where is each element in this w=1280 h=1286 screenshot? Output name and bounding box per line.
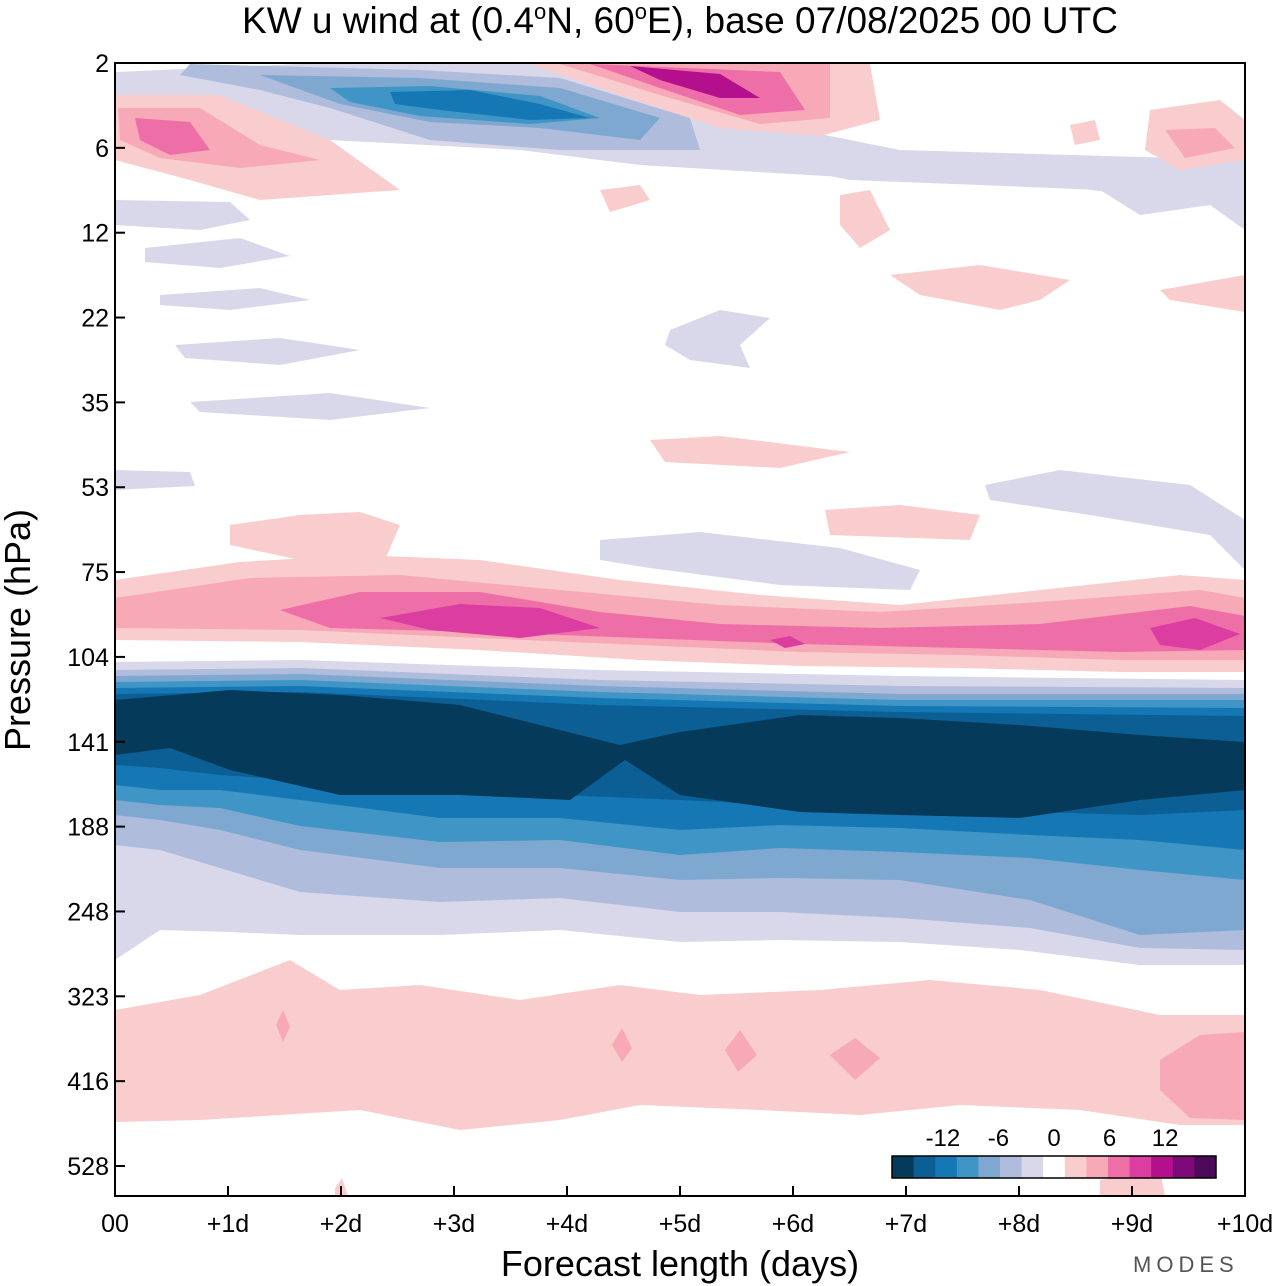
y-tick-label: 104: [67, 644, 109, 672]
colorbar-swatch: [1043, 1156, 1066, 1178]
colorbar-label: 6: [1103, 1125, 1116, 1152]
x-axis-title: Forecast length (days): [501, 1243, 859, 1284]
colorbar-swatch: [1086, 1156, 1109, 1178]
contour-pink-mid-blob: [840, 190, 890, 248]
modes-logo: MODES: [1133, 1252, 1239, 1277]
contour-lower-westerly-mid-4: [612, 1028, 632, 1062]
contour-faint-right-blobs: [750, 150, 1245, 230]
colorbar-swatch: [1108, 1156, 1131, 1178]
colorbar-label: -6: [988, 1125, 1009, 1152]
contour-easterly-dark: [390, 90, 590, 120]
x-tick-label: +5d: [659, 1210, 701, 1238]
contour-westerly-band-strong: [280, 592, 1245, 652]
y-tick-label: 2: [95, 50, 109, 78]
tropopause-easterly: [115, 660, 1245, 965]
y-tick-label: 528: [67, 1153, 109, 1181]
contour-westerly-band-core-mid: [770, 636, 805, 648]
x-tick-label: 00: [101, 1210, 129, 1238]
y-tick-label: 188: [67, 814, 109, 842]
y-tick-label: 248: [67, 898, 109, 926]
y-tick-label: 75: [81, 559, 109, 587]
lower-trop-westerly: [115, 960, 1245, 1196]
y-tick-label: 416: [67, 1068, 109, 1096]
x-tick-label: +3d: [433, 1210, 475, 1238]
colorbar-swatch: [1129, 1156, 1152, 1178]
contour-pink-right-22: [1160, 275, 1245, 312]
y-tick-label: 12: [81, 220, 109, 248]
contour-faint-band-53: [115, 470, 195, 490]
x-tick-label: +1d: [207, 1210, 249, 1238]
contour-faint-band-24: [175, 338, 360, 365]
y-tick-label: 53: [81, 474, 109, 502]
contour-faint-mid-60: [600, 532, 920, 590]
colorbar: -12 -6 0 6 12: [891, 1125, 1217, 1179]
x-tick-label: +10d: [1217, 1210, 1273, 1238]
colorbar-swatch: [1172, 1156, 1195, 1178]
y-axis-title: Pressure (hPa): [0, 509, 38, 751]
colorbar-label: -12: [926, 1125, 961, 1152]
contour-faint-band-16: [145, 238, 290, 268]
y-axis: 2 6 12 22 35 53 75 104 141 188 248 323 416 528: [67, 50, 125, 1181]
colorbar-label: 0: [1047, 1125, 1060, 1152]
colorbar-label: 12: [1152, 1125, 1179, 1152]
mid-stratosphere-contours: [115, 200, 1245, 590]
contour-pink-small-1: [600, 185, 650, 212]
contour-faint-band-20: [160, 288, 310, 310]
x-tick-label: +2d: [320, 1210, 362, 1238]
contour-westerly-band-core: [380, 604, 600, 638]
contour-westerly-top-core: [630, 66, 760, 98]
contour-pink-right-blob-core: [1165, 128, 1235, 158]
x-axis: 00 +1d +2d +3d +4d +5d +6d +7d +8d +9d +10d: [101, 1186, 1273, 1238]
chart-title: KW u wind at (0.4oN, 60oE), base 07/08/2…: [242, 0, 1118, 41]
contour-pink-left-60: [230, 512, 400, 560]
colorbar-swatch: [978, 1156, 1001, 1178]
contour-faint-right-53: [985, 470, 1245, 570]
y-tick-label: 141: [67, 729, 109, 757]
colorbar-swatch: [1064, 1156, 1087, 1178]
x-tick-label: +7d: [885, 1210, 927, 1238]
contour-pink-mid-40: [650, 436, 850, 468]
contour-faint-band-12: [115, 200, 250, 230]
stratosphere-contours: [115, 64, 1245, 248]
contour-easterly-core-jet: [115, 690, 1245, 818]
contour-westerly-band-core-right: [1150, 618, 1240, 650]
upper-trop-westerly: [115, 555, 1245, 672]
contour-lower-westerly-light: [115, 960, 1245, 1130]
y-tick-label: 35: [81, 389, 109, 417]
contour-pink-mid-60: [825, 505, 980, 540]
colorbar-swatch: [1021, 1156, 1044, 1178]
contour-faint-band-35: [190, 393, 430, 420]
colorbar-swatch: [956, 1156, 979, 1178]
contour-faint-right-22: [665, 310, 770, 368]
colorbar-swatch: [892, 1156, 915, 1178]
contour-lower-westerly-mid-1: [1160, 1032, 1245, 1120]
colorbar-frame: [891, 1155, 1217, 1179]
colorbar-swatch: [1151, 1156, 1174, 1178]
contour-lower-westerly-mid-2: [830, 1038, 880, 1080]
y-tick-label: 6: [95, 135, 109, 163]
y-tick-label: 323: [67, 983, 109, 1011]
x-tick-label: +6d: [772, 1210, 814, 1238]
y-tick-label: 22: [81, 305, 109, 333]
colorbar-swatch: [1194, 1156, 1217, 1178]
contour-westerly-left-core: [135, 118, 210, 155]
colorbar-swatch: [935, 1156, 958, 1178]
contour-pink-small-2: [1070, 120, 1100, 145]
colorbar-swatch: [913, 1156, 936, 1178]
colorbar-swatch: [1000, 1156, 1023, 1178]
contour-pink-right-40: [890, 265, 1070, 310]
x-tick-label: +9d: [1111, 1210, 1153, 1238]
contour-lower-westerly-mid-3: [725, 1030, 757, 1072]
x-tick-label: +8d: [998, 1210, 1040, 1238]
heatmap-field: [115, 63, 1245, 1196]
x-tick-label: +4d: [546, 1210, 588, 1238]
contour-lower-westerly-mid-5: [276, 1010, 290, 1042]
